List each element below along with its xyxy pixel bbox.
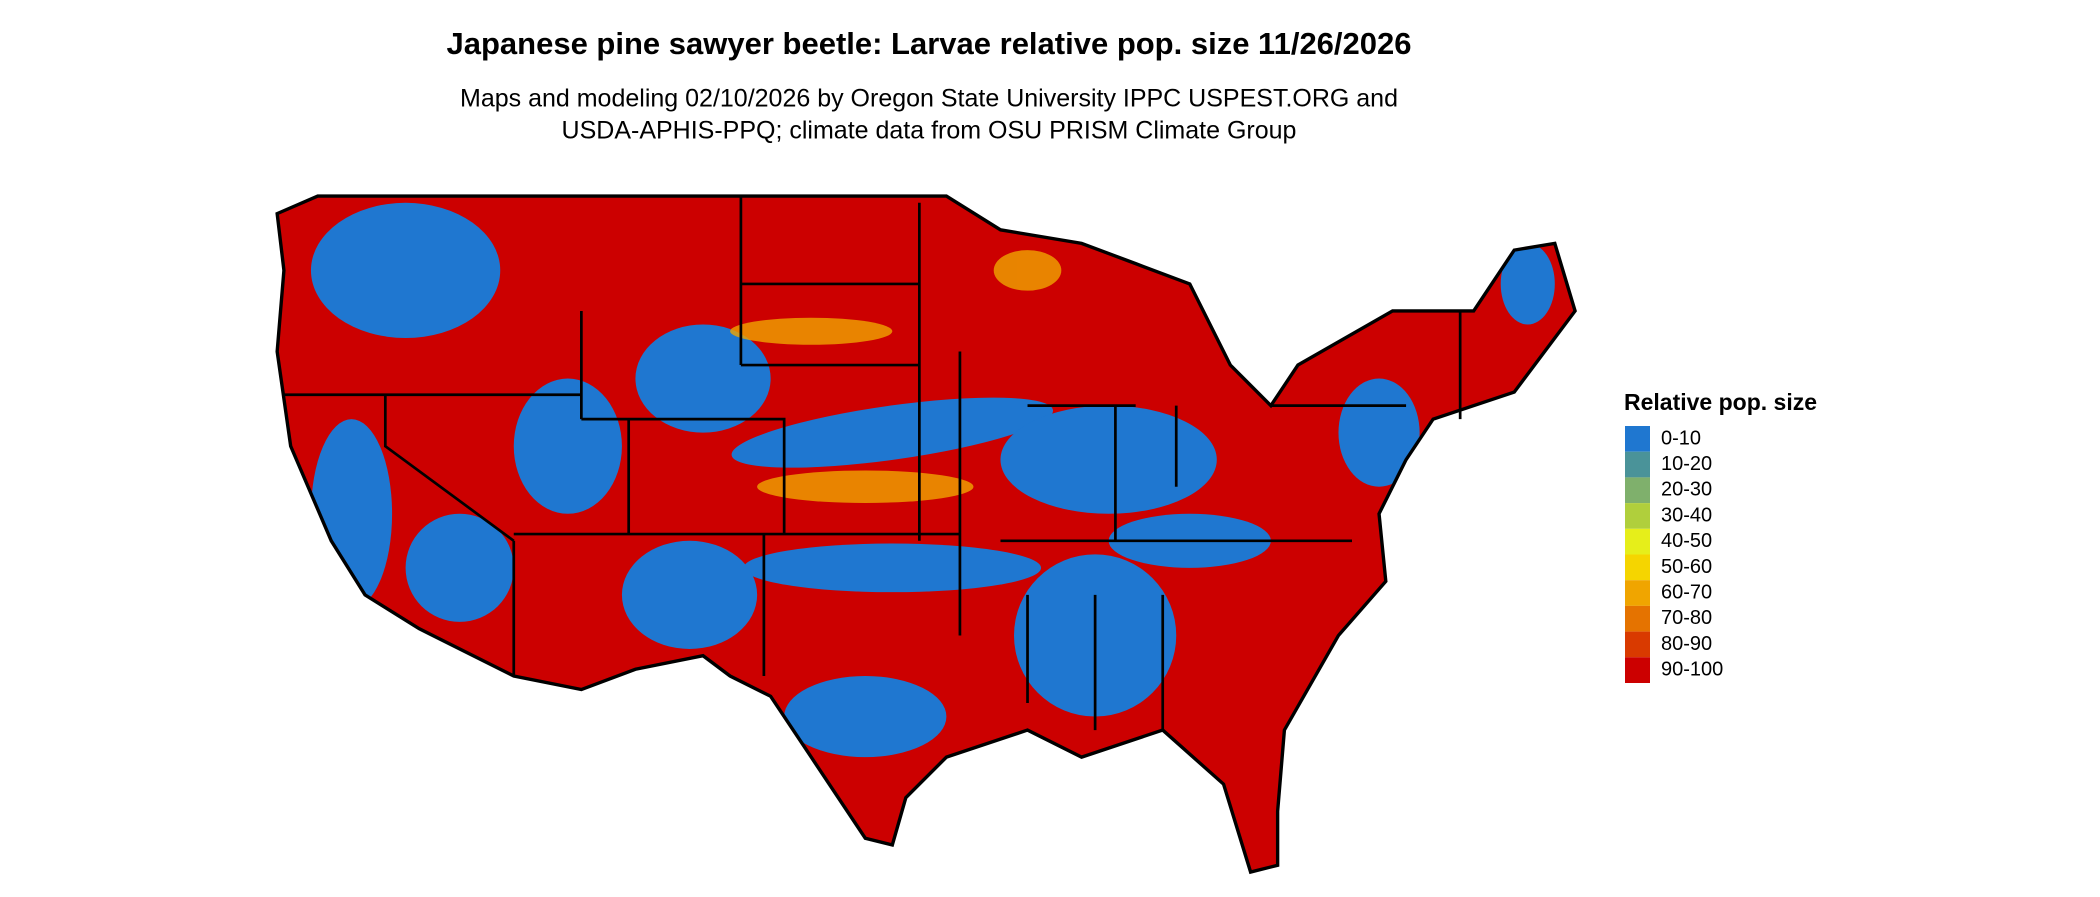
legend-label: 40-50 [1661, 530, 1712, 552]
legend-label: 80-90 [1661, 633, 1712, 655]
map-title: Japanese pine sawyer beetle: Larvae rela… [447, 26, 1412, 61]
legend: Relative pop. size 0-10 10-20 20-30 30-40 40… [1624, 389, 1817, 683]
legend-swatch [1625, 631, 1650, 658]
legend-label: 0-10 [1661, 427, 1701, 449]
legend-label: 20-30 [1661, 479, 1712, 501]
legend-swatch [1625, 477, 1650, 504]
legend-label: 50-60 [1661, 556, 1712, 578]
legend-swatch [1625, 503, 1650, 529]
legend-swatch [1625, 605, 1650, 632]
map-subtitle: Maps and modeling 02/10/2026 by Oregon S… [460, 85, 1398, 113]
us-map [275, 194, 1577, 875]
legend-swatch [1625, 528, 1650, 555]
legend-label: 30-40 [1661, 504, 1712, 526]
legend-title: Relative pop. size [1624, 389, 1817, 415]
legend-swatch [1625, 580, 1650, 606]
legend-label: 60-70 [1661, 581, 1712, 603]
legend-label: 70-80 [1661, 607, 1712, 629]
map-subtitle: USDA-APHIS-PPQ; climate data from OSU PR… [562, 117, 1297, 145]
legend-swatch [1625, 426, 1650, 452]
legend-swatch [1625, 657, 1650, 683]
legend-label: 90-100 [1661, 659, 1723, 681]
legend-swatch [1625, 451, 1650, 478]
legend-swatch [1625, 554, 1650, 581]
legend-label: 10-20 [1661, 453, 1712, 475]
